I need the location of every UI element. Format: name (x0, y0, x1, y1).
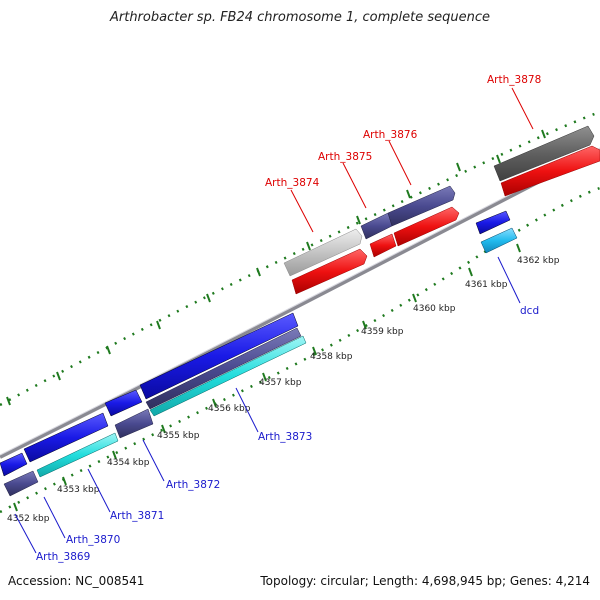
gene-arth-3872-slate[interactable] (114, 408, 154, 439)
tick-label: 4352 kbp (7, 514, 50, 524)
gene-labels: Arth_3874 Arth_3875 Arth_3876 Arth_3878 … (36, 74, 541, 563)
gene-arth-3875-slate[interactable] (360, 212, 393, 240)
tick-label: 4353 kbp (57, 485, 100, 495)
gene-label-arth-3873[interactable]: Arth_3873 (258, 431, 312, 443)
tick-labels: 4352 kbp 4353 kbp 4354 kbp 4355 kbp 4356… (7, 256, 560, 524)
gene-arth-3878-dark[interactable] (493, 125, 595, 182)
gene-label-arth-3870[interactable]: Arth_3870 (66, 534, 120, 546)
gene-arth-3869-blue[interactable] (0, 452, 28, 477)
gene-label-arth-3874[interactable]: Arth_3874 (265, 177, 320, 189)
gene-arth-3875-red[interactable] (369, 233, 397, 258)
gene-label-dcd[interactable]: dcd (520, 305, 539, 317)
accession-text: Accession: NC_008541 (8, 574, 145, 588)
gene-arth-3874-red[interactable] (291, 248, 368, 295)
tick-label: 4357 kbp (259, 378, 302, 388)
gene-label-arth-3869[interactable]: Arth_3869 (36, 551, 90, 563)
gene-dcd-blue[interactable] (475, 210, 511, 235)
gene-arth-3873-cyan[interactable] (149, 335, 307, 417)
sequence-summary: Topology: circular; Length: 4,698,945 bp… (260, 574, 590, 588)
gene-arth-3871-cyan[interactable] (36, 432, 119, 478)
tick-label: 4355 kbp (157, 431, 200, 441)
tick-label: 4361 kbp (465, 280, 508, 290)
tick-label: 4356 kbp (208, 404, 251, 414)
gene-label-arth-3878[interactable]: Arth_3878 (487, 74, 541, 86)
tick-label: 4360 kbp (413, 304, 456, 314)
outer-major-ticks (6, 129, 546, 406)
gene-arth-3878-red[interactable] (500, 145, 600, 197)
gene-label-arth-3876[interactable]: Arth_3876 (363, 129, 418, 141)
gene-arth-3871-blue[interactable] (23, 412, 109, 463)
inner-dotted-track (0, 186, 600, 514)
gene-label-arth-3875[interactable]: Arth_3875 (318, 151, 372, 163)
gene-arth-3876-red[interactable] (393, 206, 460, 247)
tick-label: 4362 kbp (517, 256, 560, 266)
chromosome-backbone (0, 148, 600, 459)
gene-arth-3874-gray[interactable] (283, 228, 363, 277)
inner-major-ticks (13, 243, 521, 512)
map-title: Arthrobacter sp. FB24 chromosome 1, comp… (109, 10, 491, 25)
gene-label-arth-3871[interactable]: Arth_3871 (110, 510, 164, 522)
gene-leader-lines (14, 87, 534, 554)
tick-label: 4358 kbp (310, 352, 353, 362)
gene-arth-3872-blue[interactable] (104, 389, 143, 417)
gene-arth-3870-slate[interactable] (3, 470, 39, 497)
gene-arth-3876-slate[interactable] (387, 185, 456, 227)
backbone-highlight (0, 147, 600, 456)
gene-arth-3873-slate[interactable] (145, 327, 302, 410)
gene-label-arth-3872[interactable]: Arth_3872 (166, 479, 220, 491)
gene-dcd-lightblue[interactable] (480, 227, 518, 254)
tick-label: 4359 kbp (361, 327, 404, 337)
tick-label: 4354 kbp (107, 458, 150, 468)
gene-arth-3873-blue[interactable] (139, 312, 299, 400)
